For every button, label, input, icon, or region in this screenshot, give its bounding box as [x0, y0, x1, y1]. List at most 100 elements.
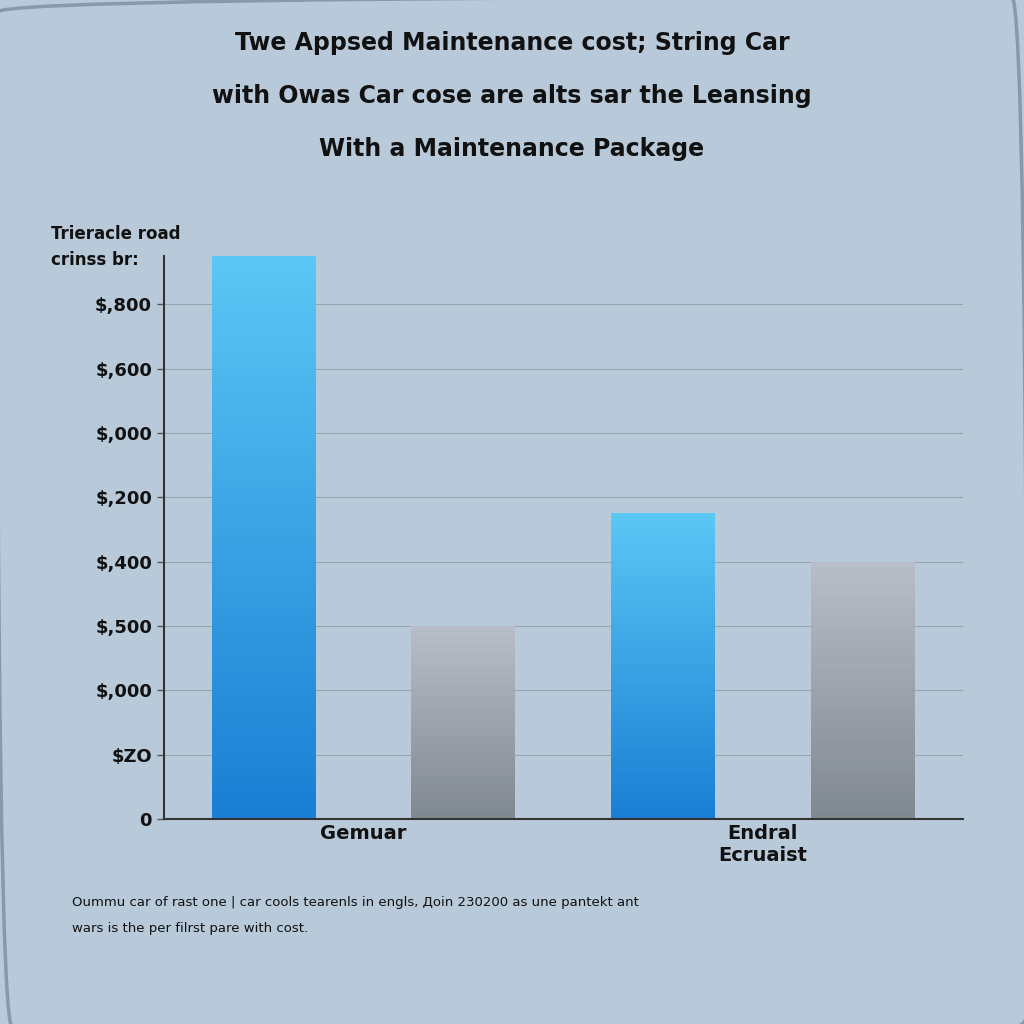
Bar — [212, 671, 315, 678]
Bar — [611, 796, 715, 800]
Bar — [212, 763, 315, 770]
Bar — [412, 670, 515, 672]
Bar — [811, 626, 914, 630]
Bar — [412, 708, 515, 711]
Bar — [611, 625, 715, 628]
Bar — [811, 780, 914, 783]
Bar — [811, 726, 914, 729]
Bar — [412, 771, 515, 773]
Bar — [611, 781, 715, 784]
Bar — [611, 705, 715, 709]
Bar — [611, 758, 715, 762]
Bar — [611, 746, 715, 751]
Bar — [611, 751, 715, 755]
Bar — [611, 628, 715, 632]
Bar — [412, 667, 515, 670]
Bar — [611, 582, 715, 586]
Bar — [412, 739, 515, 742]
Bar — [811, 710, 914, 713]
Bar — [611, 685, 715, 689]
Bar — [611, 528, 715, 532]
Bar — [811, 571, 914, 574]
Bar — [811, 700, 914, 703]
Bar — [611, 632, 715, 636]
Bar — [611, 700, 715, 705]
Bar — [212, 565, 315, 572]
Bar — [611, 612, 715, 616]
Bar — [212, 445, 315, 453]
Bar — [611, 773, 715, 777]
Bar — [212, 369, 315, 376]
Bar — [212, 538, 315, 545]
Bar — [611, 689, 715, 693]
Bar — [412, 715, 515, 718]
Bar — [611, 597, 715, 601]
Bar — [611, 738, 715, 742]
Bar — [811, 620, 914, 623]
Bar — [412, 778, 515, 780]
Bar — [212, 587, 315, 594]
Bar — [412, 773, 515, 776]
Bar — [412, 741, 515, 744]
Bar — [811, 786, 914, 791]
Bar — [811, 797, 914, 800]
Bar — [811, 749, 914, 752]
Bar — [212, 496, 315, 503]
Bar — [212, 812, 315, 819]
Text: With a Maintenance Package: With a Maintenance Package — [319, 137, 705, 161]
Bar — [611, 567, 715, 570]
Bar — [412, 636, 515, 638]
Bar — [212, 488, 315, 496]
Bar — [412, 638, 515, 641]
Bar — [611, 762, 715, 766]
Bar — [811, 809, 914, 813]
Bar — [412, 677, 515, 679]
Bar — [611, 804, 715, 808]
Bar — [212, 516, 315, 523]
Bar — [611, 793, 715, 797]
Bar — [611, 636, 715, 640]
Bar — [811, 791, 914, 794]
Bar — [212, 692, 315, 699]
Bar — [412, 737, 515, 739]
Bar — [412, 640, 515, 643]
Bar — [412, 652, 515, 655]
Bar — [412, 795, 515, 798]
Bar — [611, 788, 715, 793]
Bar — [212, 741, 315, 749]
Bar — [212, 608, 315, 615]
Bar — [212, 777, 315, 784]
Bar — [412, 647, 515, 650]
Bar — [611, 724, 715, 727]
Bar — [611, 521, 715, 525]
Bar — [811, 719, 914, 723]
Bar — [412, 659, 515, 663]
Bar — [611, 766, 715, 769]
Bar — [811, 561, 914, 565]
Bar — [212, 721, 315, 728]
Bar — [611, 579, 715, 583]
Bar — [412, 650, 515, 652]
Bar — [412, 785, 515, 787]
Bar — [611, 513, 715, 517]
Bar — [811, 723, 914, 726]
Bar — [412, 798, 515, 800]
Bar — [212, 270, 315, 278]
Bar — [811, 774, 914, 777]
Bar — [412, 775, 515, 778]
Bar — [212, 509, 315, 516]
Bar — [212, 636, 315, 643]
Text: with Owas Car cose are alts sar the Leansing: with Owas Car cose are alts sar the Lean… — [212, 84, 812, 108]
Bar — [811, 658, 914, 662]
Bar — [412, 807, 515, 810]
Bar — [412, 723, 515, 725]
Bar — [412, 782, 515, 785]
Bar — [212, 376, 315, 383]
Bar — [811, 783, 914, 787]
Bar — [811, 674, 914, 678]
Bar — [212, 545, 315, 552]
Bar — [412, 816, 515, 819]
Bar — [811, 616, 914, 620]
Bar — [212, 276, 315, 284]
Bar — [212, 403, 315, 411]
